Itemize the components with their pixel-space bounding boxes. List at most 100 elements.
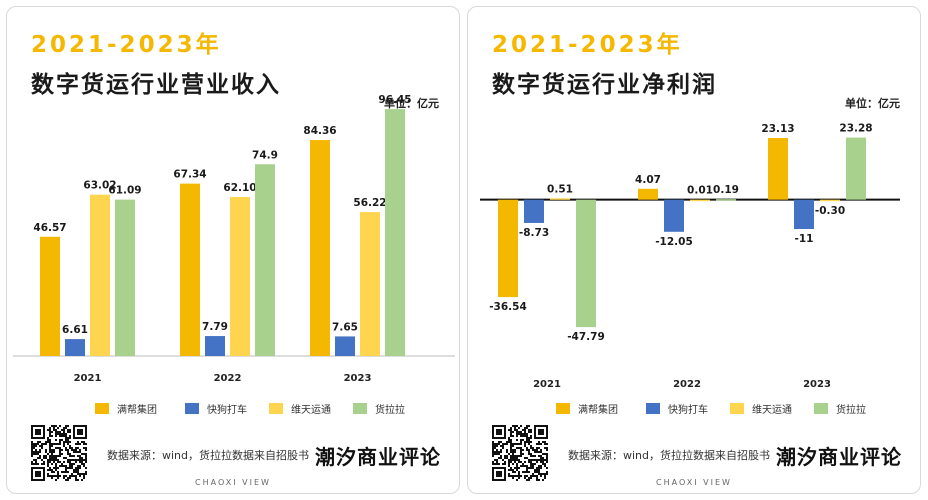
data-label: 61.09 [108, 185, 141, 197]
chart-title: 数字货运行业净利润 [492, 72, 717, 98]
bar-2022-1 [664, 199, 684, 232]
legend: 满帮集团 快狗打车 维天运通 货拉拉 [468, 401, 920, 421]
data-label: -0.30 [815, 205, 845, 217]
data-label: -47.79 [567, 331, 605, 343]
legend-swatch [185, 403, 199, 414]
bar-2022-0 [180, 183, 200, 356]
data-label: -11 [795, 233, 814, 245]
legend-item: 货拉拉 [353, 401, 405, 416]
legend-swatch [556, 403, 570, 414]
legend-swatch [814, 403, 828, 414]
legend: 满帮集团 快狗打车 维天运通 货拉拉 [7, 401, 459, 421]
data-label: 0.01 [687, 185, 713, 197]
legend-label: 快狗打车 [668, 405, 708, 416]
years-heading: 2021-2023年 [31, 32, 222, 58]
bar-2021-0 [40, 236, 60, 356]
bar-2022-3 [716, 199, 736, 201]
category-label: 2021 [74, 373, 102, 384]
legend-item: 维天运通 [269, 401, 331, 416]
bar-2023-1 [794, 199, 814, 229]
legend-label: 满帮集团 [578, 405, 618, 416]
category-label: 2023 [803, 379, 831, 390]
legend-swatch [730, 403, 744, 414]
bar-2023-3 [385, 109, 405, 356]
data-label: 84.36 [303, 125, 336, 137]
bar-2023-3 [846, 137, 866, 200]
data-label: 23.13 [761, 123, 794, 135]
data-label: 4.07 [635, 174, 661, 186]
legend-label: 快狗打车 [207, 405, 247, 416]
legend-item: 维天运通 [730, 401, 792, 416]
legend-label: 满帮集团 [117, 405, 157, 416]
bar-2022-2 [230, 197, 250, 356]
category-label: 2021 [533, 379, 561, 390]
qr-code-icon [492, 425, 548, 481]
bar-2022-1 [205, 336, 225, 356]
data-label: 74.9 [252, 149, 278, 161]
unit-label: 单位：亿元 [384, 97, 439, 110]
bar-2023-2 [360, 212, 380, 356]
legend-label: 维天运通 [291, 405, 331, 416]
revenue-panel: 2021-2023年 数字货运行业营业收入 单位：亿元 46.57 6.61 63.… [6, 6, 460, 494]
bar-2021-1 [524, 199, 544, 223]
bar-2021-3 [115, 199, 135, 356]
legend-label: 货拉拉 [836, 405, 866, 416]
legend-item: 满帮集团 [95, 401, 157, 416]
bar-2021-2 [550, 198, 570, 200]
source-text: wind，货拉拉数据来自招股书 [162, 449, 310, 462]
data-label: -12.05 [655, 236, 693, 248]
data-label: 7.79 [202, 321, 228, 333]
data-label: 67.34 [173, 169, 206, 181]
category-label: 2022 [214, 373, 242, 384]
bar-2021-1 [65, 339, 85, 356]
data-label: 56.22 [353, 197, 386, 209]
legend-item: 快狗打车 [646, 401, 708, 416]
legend-label: 货拉拉 [375, 405, 405, 416]
legend-item: 货拉拉 [814, 401, 866, 416]
data-label: -36.54 [489, 301, 527, 313]
bar-2023-1 [335, 336, 355, 356]
category-label: 2023 [344, 373, 372, 384]
category-label: 2022 [673, 379, 701, 390]
profit-chart: -36.54 -8.73 0.51 -47.79 2021 4.07 -12.05 0.01 0… [480, 123, 900, 390]
legend-item: 快狗打车 [185, 401, 247, 416]
profit-panel: 2021-2023年 数字货运行业净利润 单位：亿元 -36.54 -8.73 0.… [467, 6, 921, 494]
data-label: -8.73 [519, 227, 549, 239]
bar-2023-2 [820, 199, 840, 202]
data-label: 6.61 [62, 324, 88, 336]
data-label: 46.57 [33, 222, 66, 234]
source-label: 数据来源： [107, 449, 162, 462]
source-text: wind，货拉拉数据来自招股书 [623, 449, 771, 462]
bar-2023-0 [768, 137, 788, 200]
bar-2021-2 [90, 194, 110, 356]
bar-2021-3 [576, 199, 596, 328]
data-label: 0.19 [713, 184, 739, 196]
data-label: 62.10 [223, 182, 256, 194]
legend-swatch [353, 403, 367, 414]
legend-swatch [269, 403, 283, 414]
chart-title: 数字货运行业营业收入 [31, 72, 281, 98]
bar-2022-0 [638, 188, 658, 200]
unit-label: 单位：亿元 [845, 97, 900, 110]
legend-label: 维天运通 [752, 405, 792, 416]
footer-text: CHAOXI VIEW [656, 478, 732, 487]
brand-logo: 潮汐商业评论 [315, 445, 441, 469]
data-label: 96.45 [378, 94, 411, 106]
years-heading: 2021-2023年 [492, 32, 683, 58]
qr-code-icon [31, 425, 87, 481]
data-label: 7.65 [332, 321, 358, 333]
data-label: 23.28 [839, 123, 872, 135]
footer-text: CHAOXI VIEW [195, 478, 271, 487]
bar-2023-0 [310, 140, 330, 356]
data-source: 数据来源：wind，货拉拉数据来自招股书 [568, 447, 770, 463]
source-label: 数据来源： [568, 449, 623, 462]
legend-item: 满帮集团 [556, 401, 618, 416]
brand-logo: 潮汐商业评论 [776, 445, 902, 469]
data-source: 数据来源：wind，货拉拉数据来自招股书 [107, 447, 309, 463]
legend-swatch [646, 403, 660, 414]
bar-2021-0 [498, 199, 518, 298]
data-label: 63.02 [83, 180, 116, 192]
legend-swatch [95, 403, 109, 414]
bar-2022-3 [255, 164, 275, 356]
